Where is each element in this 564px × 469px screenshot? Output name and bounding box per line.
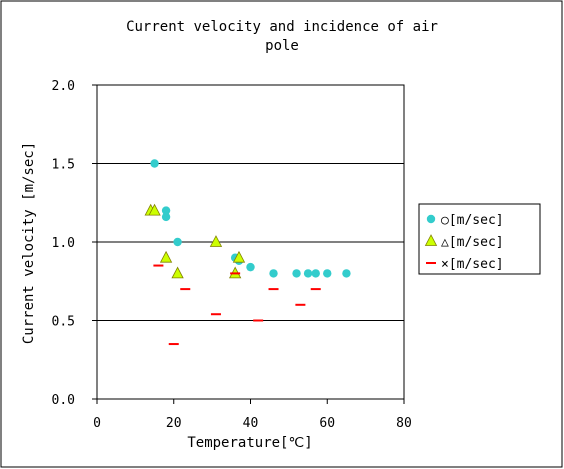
- y-tick-label-1: 0.5: [52, 315, 75, 330]
- circle-point-12: [342, 269, 351, 278]
- series-dash: [153, 264, 321, 346]
- legend-label-triangle: △[m/sec]: [441, 235, 504, 250]
- series-circle: [150, 159, 351, 278]
- legend: ○[m/sec] △[m/sec] ×[m/sec]: [418, 203, 541, 275]
- data-marks: [144, 159, 351, 346]
- x-tick-label-0: 0: [93, 416, 101, 431]
- series-triangle: [144, 203, 246, 279]
- triangle-point-2: [159, 250, 173, 263]
- circle-point-6: [246, 262, 255, 272]
- triangle-point-4: [209, 235, 223, 247]
- x-tick-label-4: 80: [396, 416, 412, 431]
- legend-label-dash: ×[m/sec]: [441, 257, 504, 272]
- legend-marker-circle: [426, 214, 436, 224]
- circle-point-7: [269, 269, 278, 278]
- y-tick-label-3: 1.5: [52, 158, 75, 173]
- triangle-point-6: [232, 250, 246, 263]
- circle-point-10: [311, 269, 320, 278]
- chart-title-line-2: pole: [265, 38, 299, 54]
- circle-point-3: [173, 237, 182, 247]
- circle-point-0: [150, 159, 159, 168]
- legend-label-circle: ○[m/sec]: [441, 213, 504, 228]
- y-tick-label-2: 1.0: [52, 236, 75, 251]
- x-axis-label: Temperature[℃]: [187, 435, 312, 451]
- triangle-point-1: [148, 203, 161, 216]
- circle-point-9: [303, 269, 313, 278]
- x-tick-label-2: 40: [243, 416, 259, 431]
- y-axis-label: Current velocity [m/sec]: [21, 142, 37, 344]
- y-axis-ticks: 0.0 0.5 1.0 1.5 2.0: [52, 79, 97, 408]
- circle-point-2: [161, 212, 171, 222]
- plot-area: [96, 84, 405, 400]
- circle-point-11: [323, 269, 332, 278]
- circle-point-8: [292, 269, 301, 278]
- y-tick-label-4: 2.0: [52, 79, 75, 94]
- legend-marker-triangle: [424, 234, 438, 246]
- x-tick-label-1: 20: [166, 416, 182, 431]
- triangle-point-3: [171, 266, 184, 279]
- x-tick-label-3: 60: [319, 416, 335, 431]
- circle-point-1: [161, 206, 171, 215]
- x-axis-ticks: 0 20 40 60 80: [93, 399, 412, 431]
- legend-box: [418, 203, 541, 275]
- y-tick-label-0: 0.0: [52, 393, 75, 408]
- chart-title-line-1: Current velocity and incidence of air: [126, 19, 438, 35]
